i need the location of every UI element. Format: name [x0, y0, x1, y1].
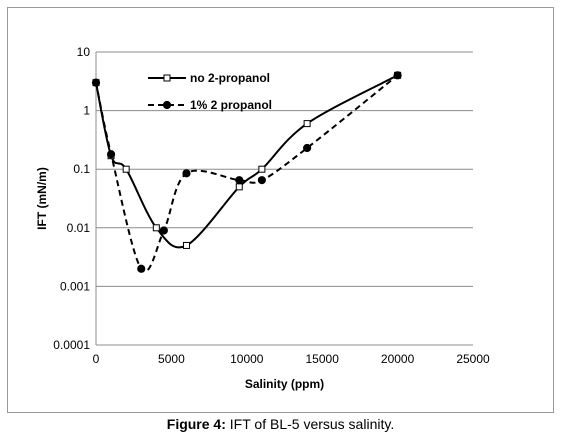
x-tick-label: 15000: [306, 352, 340, 366]
legend-entry: 1% 2 propanol: [148, 98, 272, 112]
y-axis-title: IFT (mN/m): [35, 167, 49, 230]
series-2: [91, 71, 402, 273]
data-point: [159, 226, 168, 235]
data-point: [393, 71, 402, 80]
grid-lines: [96, 51, 473, 287]
data-point: [303, 143, 312, 153]
data-point: [152, 224, 160, 232]
legend-entry: no 2-propanol: [148, 71, 270, 85]
x-tick-label: 10000: [230, 352, 264, 366]
y-tick-label: 0.001: [60, 279, 90, 293]
chart: 0.0001 0.001 0.01 0.1 1 10 0 5000 10000 15000 2000…: [35, 45, 490, 391]
y-tick-label: 10: [77, 45, 91, 59]
data-point: [106, 150, 116, 159]
x-tick-label: 20000: [381, 352, 415, 366]
data-point: [258, 165, 266, 173]
data-point: [91, 78, 101, 87]
axes: [95, 52, 473, 346]
x-tick-label: 25000: [456, 352, 490, 366]
x-tick-label: 0: [93, 352, 100, 366]
data-point: [235, 183, 243, 191]
y-tick-label: 0.1: [73, 162, 90, 176]
y-tick-label: 0.0001: [53, 338, 90, 352]
chart-frame: 0.0001 0.001 0.01 0.1 1 10 0 5000 10000 15000 2000…: [7, 7, 554, 413]
legend-marker: [162, 100, 172, 110]
data-point: [137, 264, 146, 273]
data-point: [303, 120, 311, 128]
data-point: [122, 165, 130, 173]
y-tick-label: 1: [83, 104, 90, 118]
x-axis-title: Salinity (ppm): [245, 377, 324, 391]
figure-caption: Figure 4: IFT of BL-5 versus salinity.: [0, 416, 561, 432]
legend: no 2-propanol 1% 2 propanol: [148, 71, 272, 112]
legend-label: 1% 2 propanol: [190, 98, 272, 112]
caption-text: IFT of BL-5 versus salinity.: [225, 416, 395, 432]
x-tick-label: 5000: [158, 352, 185, 366]
series-layer: [91, 71, 402, 273]
y-tick-label: 0.01: [67, 221, 91, 235]
legend-marker: [163, 74, 171, 82]
data-point: [182, 241, 190, 249]
tick-labels: 0.0001 0.001 0.01 0.1 1 10 0 5000 10000 15000 2000…: [53, 45, 490, 366]
data-point: [182, 169, 191, 178]
caption-label: Figure 4:: [166, 416, 226, 432]
legend-label: no 2-propanol: [190, 71, 270, 85]
data-point: [235, 176, 244, 185]
data-point: [257, 176, 266, 185]
